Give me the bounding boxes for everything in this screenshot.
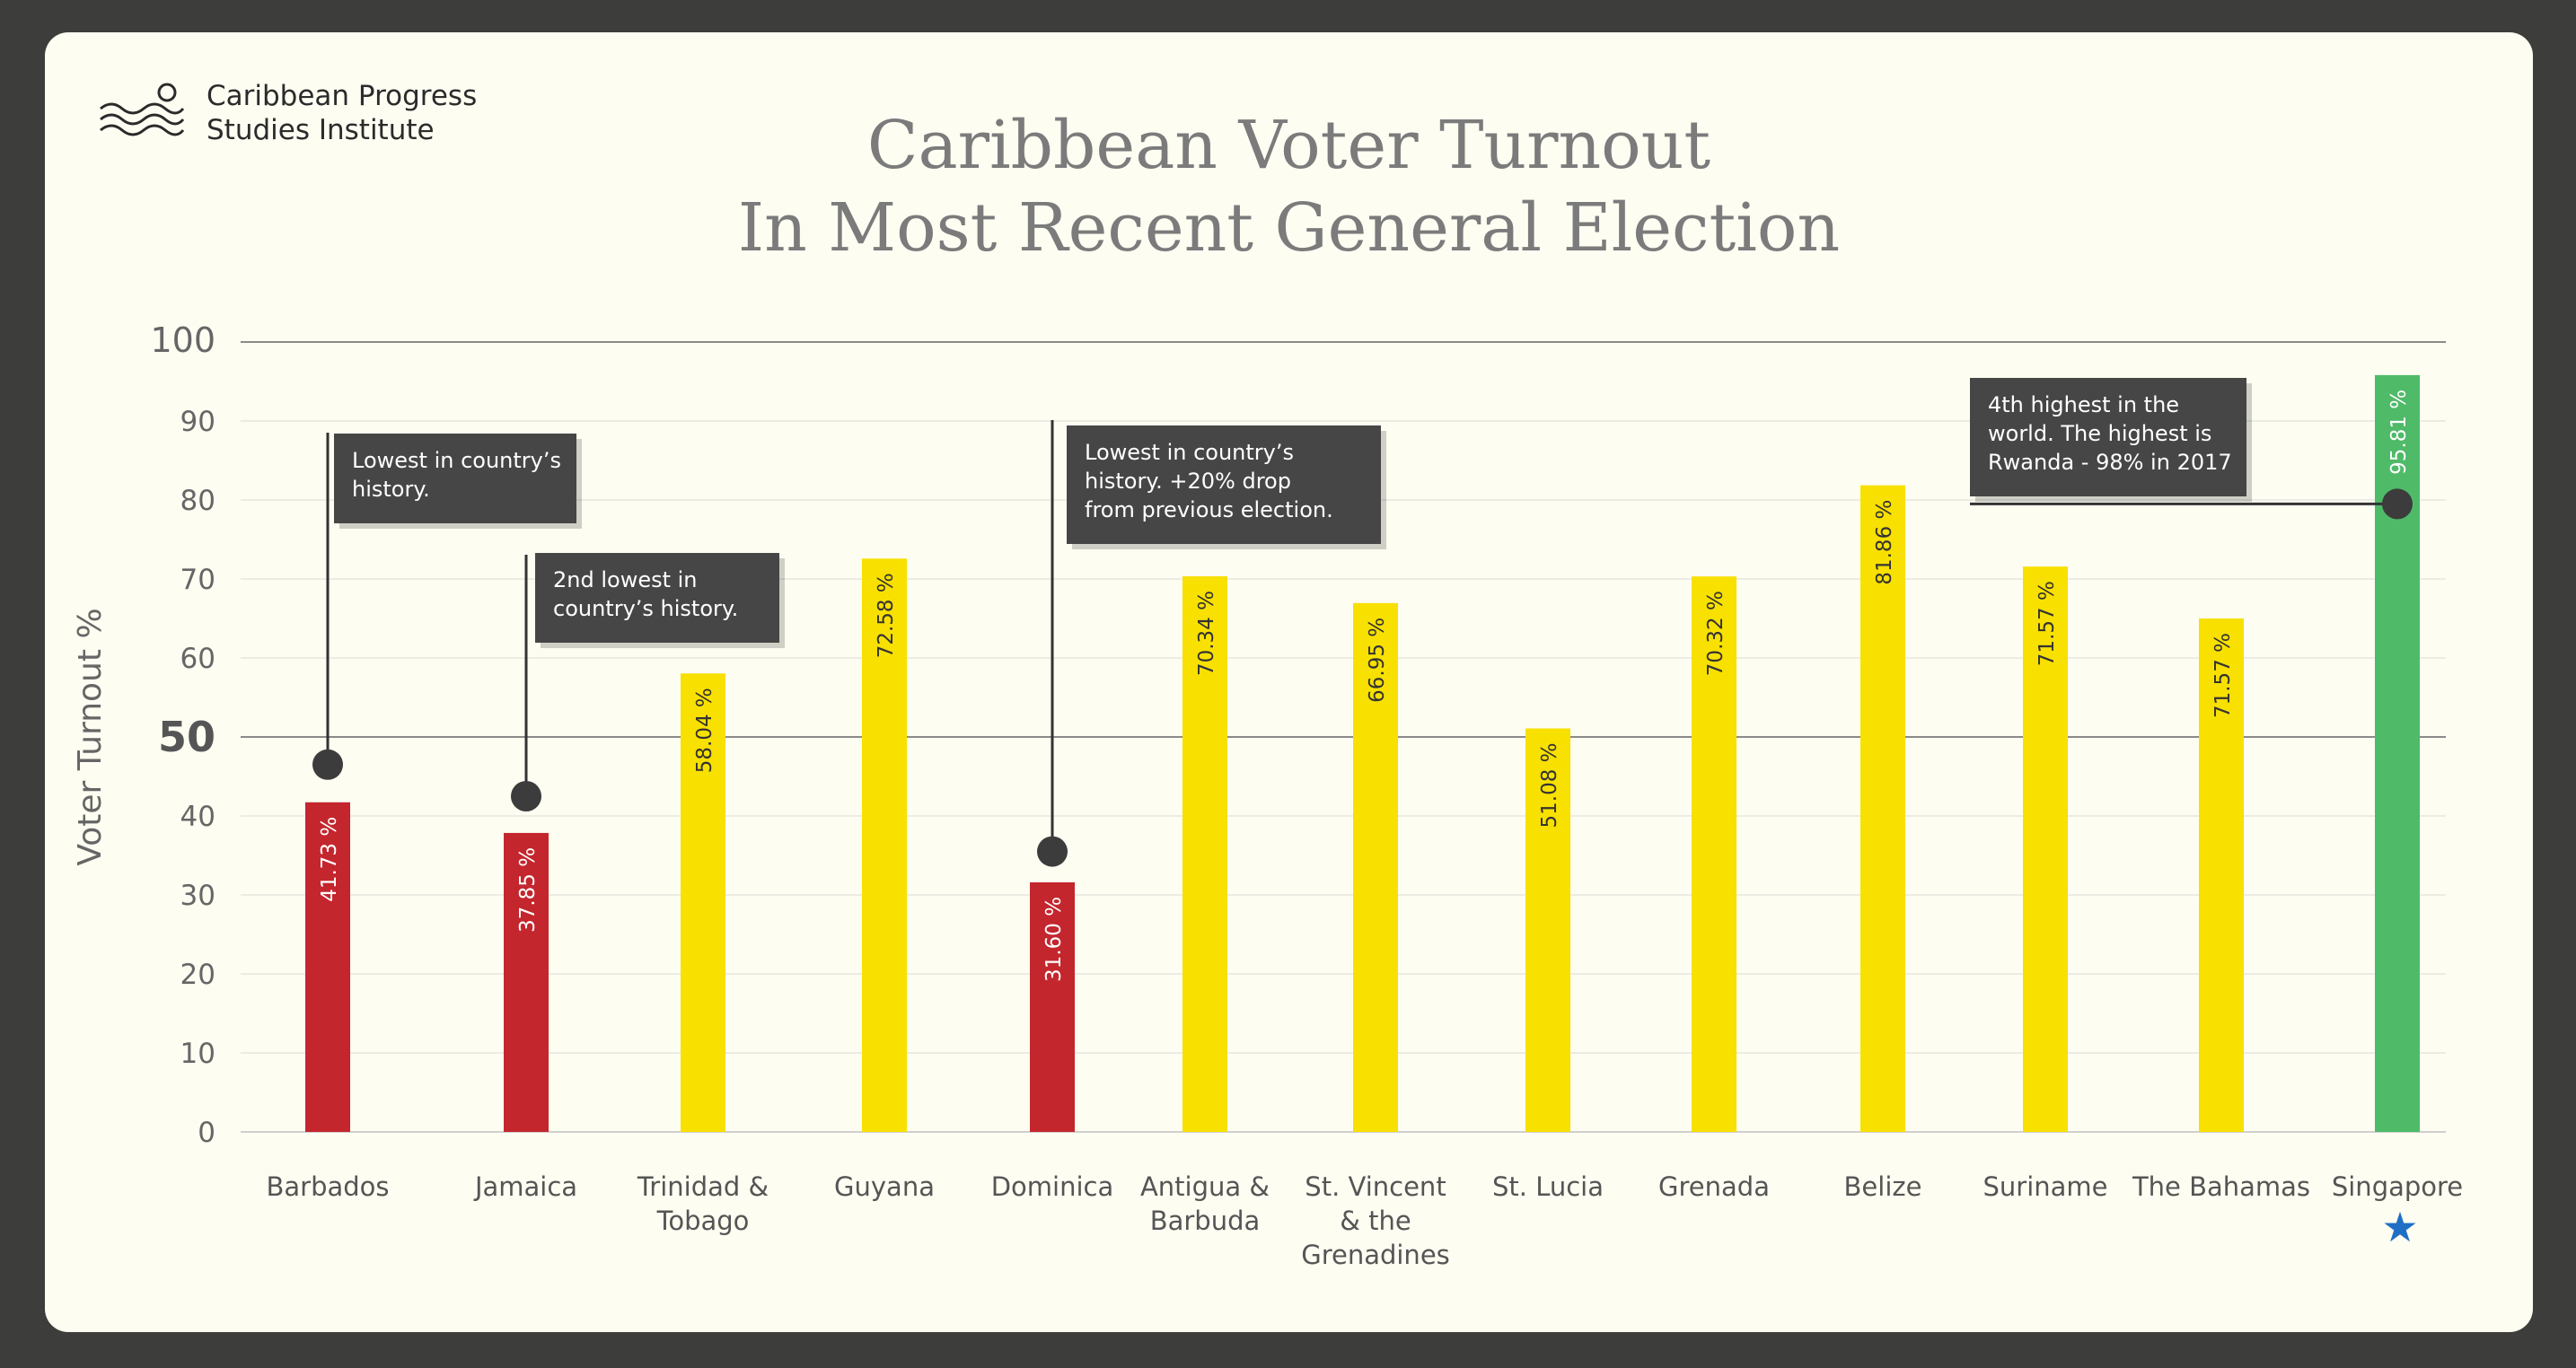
y-tick-label-40: 40 <box>180 801 215 833</box>
y-tick-label-50: 50 <box>158 713 215 761</box>
callout-text-2-1: history. +20% drop <box>1085 469 1291 494</box>
category-label-0-0: Barbados <box>266 1171 389 1202</box>
bar-value-label-1: 37.85 % <box>516 847 540 933</box>
callout-box-1 <box>535 553 779 643</box>
category-label-9-0: Belize <box>1844 1171 1922 1202</box>
callout-text-2-0: Lowest in country’s <box>1085 440 1294 465</box>
bar-value-label-8: 70.32 % <box>1704 591 1728 676</box>
y-tick-label-60: 60 <box>180 643 215 675</box>
bar-8 <box>1692 576 1736 1132</box>
bar-value-label-2: 58.04 % <box>693 688 717 773</box>
chart-card: Caribbean Progress Studies Institute Car… <box>45 32 2533 1332</box>
chart-title-line-2: In Most Recent General Election <box>737 189 1841 267</box>
y-tick-label-30: 30 <box>180 880 215 912</box>
bar-10 <box>2023 566 2068 1132</box>
callout-marker-2 <box>1037 836 1068 867</box>
bar-value-label-4: 31.60 % <box>1042 897 1066 982</box>
bar-6 <box>1353 602 1398 1132</box>
bar-0 <box>305 802 350 1132</box>
y-tick-label-0: 0 <box>198 1117 215 1149</box>
category-label-6-1: & the <box>1340 1206 1411 1236</box>
bar-4 <box>1030 881 1075 1132</box>
y-tick-label-80: 80 <box>180 485 215 517</box>
category-label-3-0: Guyana <box>834 1171 935 1202</box>
callout-text-3-1: world. The highest is <box>1988 421 2211 446</box>
y-tick-label-20: 20 <box>180 959 215 991</box>
category-label-2-0: Trinidad & <box>637 1171 769 1202</box>
category-label-2-1: Tobago <box>656 1206 750 1236</box>
bar-value-label-0: 41.73 % <box>318 817 341 902</box>
star-icon: ★ <box>2381 1203 2419 1251</box>
bar-2 <box>681 673 725 1132</box>
institute-name-line-2: Studies Institute <box>207 114 435 146</box>
category-label-11-0: The Bahamas <box>2132 1171 2310 1202</box>
callout-marker-1 <box>511 781 541 811</box>
waves-logo-icon <box>100 83 185 136</box>
bar-value-label-5: 70.34 % <box>1195 591 1218 676</box>
callout-box-2 <box>1067 425 1381 544</box>
bar-value-label-12: 95.81 % <box>2387 390 2411 475</box>
callout-marker-3 <box>2382 488 2413 520</box>
callout-text-1-0: 2nd lowest in <box>553 567 698 592</box>
callout-text-0-1: history. <box>352 477 430 502</box>
institute-name-line-1: Caribbean Progress <box>207 80 478 112</box>
bar-12 <box>2375 374 2420 1132</box>
bar-value-label-7: 51.08 % <box>1538 742 1561 828</box>
category-label-6-0: St. Vincent <box>1305 1171 1446 1202</box>
chart-title: Caribbean Voter Turnout In Most Recent G… <box>45 104 2533 269</box>
category-label-5-1: Barbuda <box>1150 1206 1261 1236</box>
y-tick-label-90: 90 <box>180 406 215 438</box>
callout-text-3-0: 4th highest in the <box>1988 392 2179 417</box>
category-label-5-0: Antigua & <box>1140 1171 1270 1202</box>
callout-text-1-1: country’s history. <box>553 596 738 621</box>
callout-text-3-2: Rwanda - 98% in 2017 <box>1988 450 2232 475</box>
category-label-12-0: Singapore <box>2332 1171 2463 1202</box>
callout-text-0-0: Lowest in country’s <box>352 448 561 473</box>
category-label-10-0: Suriname <box>1983 1171 2107 1202</box>
bar-value-label-11: 71.57 % <box>2211 633 2235 718</box>
category-label-4-0: Dominica <box>991 1171 1114 1202</box>
category-label-1-0: Jamaica <box>473 1171 577 1202</box>
y-tick-label-10: 10 <box>180 1038 215 1070</box>
callout-text-2-2: from previous election. <box>1085 497 1333 522</box>
institute-name: Caribbean Progress Studies Institute <box>207 79 477 147</box>
bar-1 <box>504 832 549 1132</box>
callout-box-3 <box>1970 378 2246 496</box>
callout-box-0 <box>334 434 576 523</box>
y-tick-label-70: 70 <box>180 564 215 596</box>
bar-11 <box>2199 618 2244 1132</box>
bar-3 <box>862 558 907 1132</box>
category-label-6-2: Grenadines <box>1301 1240 1450 1270</box>
y-axis-label: Voter Turnout % <box>72 608 109 865</box>
bar-7 <box>1525 728 1570 1132</box>
bar-value-label-10: 71.57 % <box>2035 581 2059 666</box>
bar-chart: 0 10 20 30 40 50 60 70 80 90 100 Voter Turnout % 41.… <box>72 320 2463 1270</box>
category-label-7-0: St. Lucia <box>1492 1171 1604 1202</box>
callout-marker-0 <box>312 749 343 780</box>
bar-9 <box>1860 485 1905 1132</box>
bar-value-label-9: 81.86 % <box>1873 500 1896 585</box>
bar-5 <box>1182 576 1227 1132</box>
bar-value-label-6: 66.95 % <box>1366 618 1389 703</box>
category-label-8-0: Grenada <box>1658 1171 1770 1202</box>
chart-title-line-1: Caribbean Voter Turnout <box>866 107 1711 184</box>
bar-value-label-3: 72.58 % <box>875 573 898 658</box>
y-tick-label-100: 100 <box>150 320 215 360</box>
